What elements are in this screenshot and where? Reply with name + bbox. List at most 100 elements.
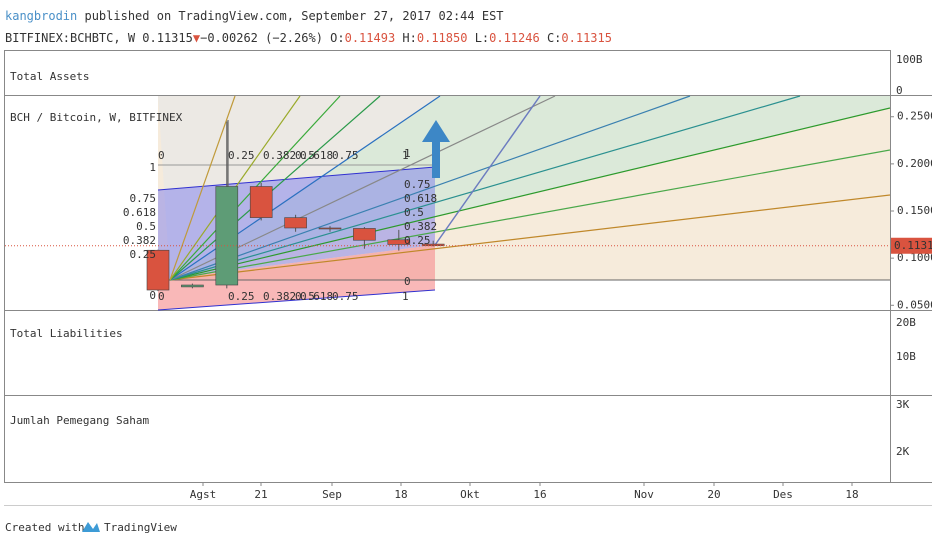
gann-label: 0.75 (332, 290, 359, 303)
gann-label: 0 (149, 289, 156, 302)
h-label: H: (402, 31, 416, 45)
gann-label: 1 (149, 161, 156, 174)
header-line1: kangbrodin published on TradingView.com,… (5, 9, 504, 23)
x-tick-label: 18 (394, 488, 407, 501)
fan-line (169, 107, 891, 281)
gann-line (157, 289, 436, 311)
x-tick-label: 21 (254, 488, 267, 501)
open: 0.11493 (345, 31, 396, 45)
gann-label: 0 (158, 290, 165, 303)
fan-area (170, 96, 890, 280)
gann-label: 0.618 (300, 290, 333, 303)
candle-body (181, 284, 204, 288)
pane-title: Total Assets (10, 70, 89, 83)
low: 0.11246 (489, 31, 540, 45)
gann-label: 0.618 (404, 192, 437, 205)
change: −0.00262 (−2.26%) (200, 31, 323, 45)
pane-title: Jumlah Pemegang Saham (10, 414, 149, 427)
pane-tick: 2K (896, 445, 910, 458)
x-tick-label: Des (773, 488, 793, 501)
gann-label: 0.5 (136, 220, 156, 233)
fan-line (169, 95, 236, 281)
pane-tick: 100B (896, 53, 923, 66)
gann-label: 1 (404, 147, 411, 160)
y-tick-label: 0.15000 (897, 204, 932, 217)
header-line2: BITFINEX:BCHBTC, W 0.11315▼−0.00262 (−2.… (5, 31, 612, 45)
y-tick-label: 0.25000 (897, 110, 932, 123)
pane-tick: 10B (896, 350, 916, 363)
gann-label: 0.75 (130, 192, 157, 205)
gann-line (157, 166, 436, 191)
gann-label: 0.25 (404, 234, 431, 247)
gann-label: 0.25 (130, 248, 157, 261)
gann-label: 0.5 (404, 206, 424, 219)
c-label: C: (547, 31, 561, 45)
frames (4, 50, 932, 506)
l-label: L: (475, 31, 489, 45)
gann-label: 0.618 (123, 206, 156, 219)
author[interactable]: kangbrodin (5, 9, 77, 23)
gann-label: 1 (402, 290, 409, 303)
x-tick-label: 20 (707, 488, 720, 501)
up-arrow (422, 120, 450, 178)
down-arrow: ▼ (193, 31, 201, 45)
x-tick-label: Agst (190, 488, 217, 501)
fan-line (169, 95, 441, 281)
x-tick-label: 16 (533, 488, 546, 501)
pane-title: Total Liabilities (10, 327, 123, 340)
gann-label: 0.5 (295, 149, 315, 162)
fan-line (169, 194, 891, 281)
candle-body (215, 186, 239, 286)
last-price-label: 0.11315 (894, 239, 932, 252)
symbol: BITFINEX:BCHBTC, W (5, 31, 136, 45)
pane-tick: 20B (896, 316, 916, 329)
fan-line (169, 95, 381, 281)
last-price-tag (891, 237, 932, 254)
fan-line (169, 95, 691, 281)
gann-label: 0.75 (404, 178, 431, 191)
gann-label: 0 (404, 275, 411, 288)
candle-body (249, 186, 273, 218)
gann-label: 0.382 (404, 220, 437, 233)
gann-label: 0.25 (228, 290, 255, 303)
pane-tick: 0 (896, 84, 903, 97)
y-tick-label: 0.20000 (897, 157, 932, 170)
fan-line (169, 149, 891, 281)
gann-label: 0.618 (300, 149, 333, 162)
x-tick-label: 18 (845, 488, 858, 501)
x-tick-label: Nov (634, 488, 654, 501)
candle-body (353, 228, 376, 241)
candle-body (146, 249, 170, 291)
gann-box (158, 245, 435, 310)
chart-title: BCH / Bitcoin, W, BITFINEX (10, 111, 183, 124)
gann-label: 1 (402, 149, 409, 162)
candle-body (284, 217, 307, 229)
fan-line (169, 95, 801, 281)
gann-label: 0.5 (295, 290, 315, 303)
y-tick-label: 0.10000 (897, 251, 932, 264)
close: 0.11315 (561, 31, 612, 45)
footer-created: Created with (5, 521, 84, 534)
published: published on TradingView.com, September … (84, 9, 503, 23)
gann-label: 0.25 (228, 149, 255, 162)
gann-label: 0.382 (123, 234, 156, 247)
gann-label: 0.382 (263, 290, 296, 303)
tv-logo (82, 522, 100, 532)
header: kangbrodin published on TradingView.com,… (5, 9, 612, 45)
candle-body (387, 239, 411, 245)
gann-label: 0 (158, 149, 165, 162)
gann-label: 0.382 (263, 149, 296, 162)
pane-tick: 3K (896, 398, 910, 411)
projection-arrow (434, 95, 541, 246)
x-tick-label: Sep (322, 488, 342, 501)
last: 0.11315 (142, 31, 193, 45)
footer-brand[interactable]: TradingView (104, 521, 177, 534)
price-chart: 0.250000.200000.150000.100000.050000.113… (5, 110, 932, 501)
high: 0.11850 (417, 31, 468, 45)
gann-label: 0.75 (332, 149, 359, 162)
x-tick-label: Okt (460, 488, 480, 501)
candle-body (421, 243, 445, 247)
y-tick-label: 0.05000 (897, 298, 932, 311)
candle-body (318, 227, 342, 230)
